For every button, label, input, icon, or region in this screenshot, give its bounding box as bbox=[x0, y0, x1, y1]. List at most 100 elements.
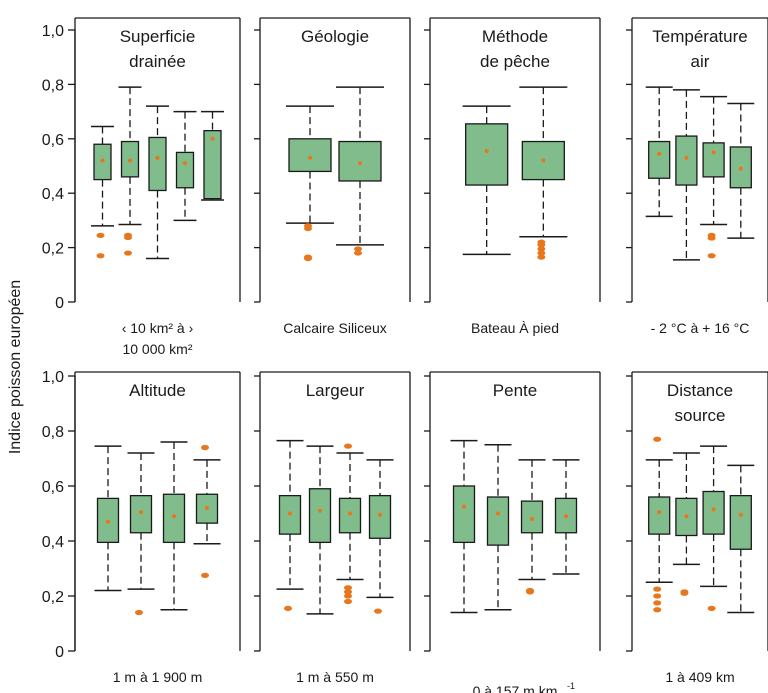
panel-xlabel: Calcaire Siliceux bbox=[283, 320, 386, 336]
panels-group: Superficie drainée ‹ 10 km² à › 10 000 km² G… bbox=[74, 17, 768, 693]
box bbox=[702, 490, 725, 535]
panel-xlabel-exponent: -1 bbox=[567, 681, 575, 691]
outlier-point bbox=[284, 605, 292, 611]
y-tick-label: 0,2 bbox=[42, 241, 64, 258]
mean-marker bbox=[738, 512, 743, 517]
panel: Température air - 2 °C à + 16 °C bbox=[626, 17, 768, 336]
box bbox=[308, 488, 332, 544]
mean-marker bbox=[541, 158, 546, 163]
panel-title: Pente bbox=[493, 381, 537, 400]
y-tick-label: 0,4 bbox=[42, 534, 64, 551]
y-tick-label: 0,2 bbox=[42, 589, 64, 606]
box bbox=[465, 123, 509, 186]
panel-xlabel: ‹ 10 km² à › bbox=[122, 320, 194, 336]
box bbox=[648, 496, 671, 535]
panel-xlabel: 0 à 157 m.km bbox=[473, 683, 558, 693]
box bbox=[675, 135, 698, 186]
panel-title: drainée bbox=[129, 52, 186, 71]
outlier-point bbox=[135, 609, 143, 616]
outlier-point bbox=[304, 225, 312, 232]
box bbox=[452, 485, 476, 544]
box bbox=[148, 136, 167, 192]
outlier-point bbox=[707, 235, 716, 241]
y-axis-label: Indice poisson européen bbox=[7, 280, 24, 454]
outlier-point bbox=[537, 254, 546, 260]
mean-marker bbox=[128, 158, 132, 163]
panel: Altitude 1 m à 1 900 m bbox=[74, 371, 241, 685]
panel-title: Méthode bbox=[482, 27, 548, 46]
outlier-point bbox=[344, 585, 352, 591]
panel-xlabel: Bateau À pied bbox=[471, 320, 559, 336]
panel-xlabel: 1 m à 550 m bbox=[296, 669, 374, 685]
box bbox=[162, 493, 186, 544]
mean-marker bbox=[348, 511, 352, 516]
outlier-point bbox=[96, 232, 105, 238]
box bbox=[288, 138, 332, 173]
mean-marker bbox=[711, 150, 716, 155]
mean-marker bbox=[684, 155, 689, 160]
panel-title: Température bbox=[652, 27, 747, 46]
y-tick-label: 0,8 bbox=[42, 424, 64, 441]
outlier-point bbox=[653, 600, 662, 606]
outlier-point bbox=[537, 242, 546, 248]
mean-marker bbox=[530, 517, 534, 521]
box bbox=[368, 494, 392, 539]
panel: Distance source 1 à 409 km bbox=[626, 371, 768, 685]
panel-xlabel: 1 à 409 km bbox=[665, 669, 734, 685]
y-tick-label: 0,6 bbox=[42, 479, 64, 496]
outlier-point bbox=[201, 444, 209, 451]
mean-marker bbox=[358, 161, 362, 166]
outlier-point bbox=[344, 589, 352, 595]
box bbox=[175, 151, 195, 189]
outlier-point bbox=[653, 593, 662, 599]
panel-title: Géologie bbox=[301, 27, 369, 46]
mean-marker bbox=[318, 508, 322, 513]
outlier-point bbox=[354, 250, 362, 256]
box bbox=[648, 140, 671, 179]
panel-title: Altitude bbox=[129, 381, 186, 400]
mean-marker bbox=[308, 155, 312, 160]
outlier-point bbox=[201, 572, 209, 578]
panel-xlabel: 10 000 km² bbox=[122, 341, 192, 357]
outlier-point bbox=[124, 250, 132, 256]
panel-title: Distance bbox=[667, 381, 733, 400]
mean-marker bbox=[564, 514, 568, 519]
panel: Méthode de pêche Bateau À pied bbox=[424, 17, 601, 336]
panel-xlabel: 1 m à 1 900 m bbox=[113, 669, 203, 685]
y-tick-label: 1,0 bbox=[42, 369, 64, 386]
y-tick-label: 0,6 bbox=[42, 132, 64, 149]
mean-marker bbox=[711, 507, 716, 512]
outlier-point bbox=[124, 234, 132, 241]
mean-marker bbox=[462, 504, 466, 509]
mean-marker bbox=[684, 514, 689, 519]
outlier-point bbox=[653, 586, 662, 592]
outlier-point bbox=[526, 589, 534, 595]
outlier-point bbox=[707, 605, 716, 611]
box bbox=[702, 142, 725, 178]
outlier-point bbox=[354, 246, 362, 252]
panel-xlabel: - 2 °C à + 16 °C bbox=[651, 320, 750, 336]
outlier-point bbox=[96, 253, 105, 259]
panel-title: source bbox=[674, 406, 725, 425]
panel: Superficie drainée ‹ 10 km² à › 10 000 km² bbox=[74, 17, 241, 357]
mean-marker bbox=[496, 511, 500, 516]
mean-marker bbox=[657, 151, 662, 156]
outlier-point bbox=[304, 255, 312, 262]
mean-marker bbox=[155, 155, 160, 160]
box bbox=[338, 140, 382, 182]
y-tick-label: 1,0 bbox=[42, 23, 64, 40]
mean-marker bbox=[738, 166, 743, 171]
outlier-point bbox=[344, 598, 352, 605]
mean-marker bbox=[657, 510, 662, 515]
y-axis-group: 0 0,2 0,4 0,6 0,8 1,0 0 0,2 0,4 0,6 0,8 1,0 bbox=[42, 23, 76, 661]
mean-marker bbox=[205, 506, 209, 510]
mean-marker bbox=[139, 510, 143, 515]
box bbox=[520, 500, 544, 534]
mean-marker bbox=[183, 161, 187, 166]
box bbox=[729, 494, 752, 550]
outlier-point bbox=[344, 443, 352, 449]
outlier-point bbox=[680, 590, 689, 596]
y-tick-label: 0 bbox=[55, 295, 64, 312]
panel: Pente 0 à 157 m.km -1 bbox=[424, 371, 601, 693]
